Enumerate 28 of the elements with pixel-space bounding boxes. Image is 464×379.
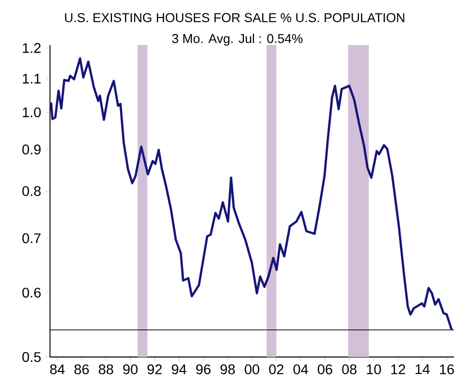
x-tick-label: 06 bbox=[318, 364, 332, 374]
x-tick-label: 84 bbox=[50, 364, 65, 374]
y-tick-label: 0.6 bbox=[22, 288, 41, 298]
y-tick-label: 0.9 bbox=[22, 144, 41, 154]
y-tick-label: 1.2 bbox=[22, 43, 41, 53]
x-tick-label: 00 bbox=[244, 364, 260, 374]
x-tick-label: 96 bbox=[196, 364, 210, 374]
x-tick-label: 10 bbox=[366, 364, 381, 374]
x-tick-label: 90 bbox=[123, 364, 138, 374]
x-tick-label: 86 bbox=[74, 364, 89, 374]
line-series bbox=[50, 57, 453, 331]
x-tick-label: 92 bbox=[148, 364, 162, 374]
x-tick-label: 04 bbox=[293, 364, 308, 374]
x-tick-label: 02 bbox=[269, 364, 284, 374]
chart-subtitle: 3 Mo. Avg. Jul : 0.54% bbox=[172, 34, 303, 46]
y-tick-label: 0.5 bbox=[22, 352, 41, 362]
y-tick-label: 1.1 bbox=[22, 74, 41, 84]
x-tick-label: 88 bbox=[98, 364, 114, 374]
y-tick-label: 1.0 bbox=[22, 107, 41, 118]
x-tick-label: 08 bbox=[342, 364, 357, 374]
y-tick-label: 0.7 bbox=[22, 233, 41, 244]
chart-title: U.S. EXISTING HOUSES FOR SALE % U.S. POPULATION bbox=[65, 13, 404, 22]
x-tick-label: 12 bbox=[391, 364, 406, 374]
x-tick-label: 94 bbox=[172, 364, 186, 374]
x-tick-label: 14 bbox=[416, 364, 430, 374]
y-tick-label: 0.8 bbox=[22, 186, 41, 196]
x-tick-label: 16 bbox=[440, 364, 454, 374]
x-tick-label: 98 bbox=[220, 364, 235, 374]
